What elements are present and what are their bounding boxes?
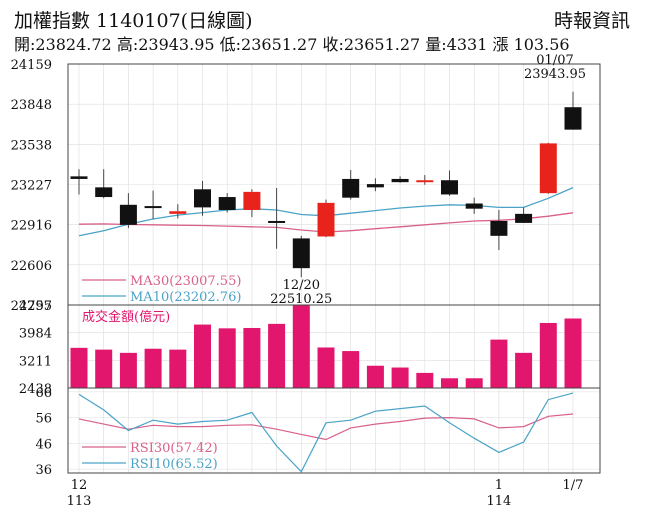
volume-bar [490, 339, 508, 388]
price-tick-label: 23848 [11, 98, 52, 113]
candle-body [292, 238, 310, 269]
pane-border [67, 387, 601, 474]
volume-tick-label: 2438 [19, 382, 52, 397]
candle-body [317, 202, 335, 237]
candle-body [465, 203, 483, 209]
rsi30-line [78, 413, 574, 441]
candle-body [268, 220, 286, 223]
rsi10-line [78, 392, 574, 473]
source-label: 時報資訊 [553, 10, 630, 32]
volume-bar [268, 323, 286, 388]
candle-body [218, 197, 236, 210]
rsi-tick-label: 36 [35, 463, 52, 478]
volume-bar [342, 351, 360, 388]
rsi-tick-label: 56 [35, 412, 52, 427]
volume-bar [391, 367, 409, 388]
volume-bar [292, 305, 310, 388]
candle-body [515, 213, 533, 223]
volume-bar [194, 324, 211, 388]
high-value-annotation: 23943.95 [524, 67, 586, 82]
volume-bar [119, 352, 137, 388]
volume-bar [515, 352, 533, 388]
candle-body [144, 206, 162, 209]
candle-body [243, 191, 261, 210]
price-tick-label: 24159 [11, 58, 52, 73]
x-tick-label: 12 [71, 478, 88, 493]
volume-bar [144, 348, 162, 388]
candle-body [539, 143, 557, 194]
ma10-legend-label: MA10(23202.76) [130, 290, 241, 305]
volume-bar [243, 327, 261, 388]
x-tick-label: 1 [495, 478, 503, 493]
volume-tick-label: 3984 [19, 327, 52, 342]
volume-bar [441, 378, 458, 388]
price-tick-label: 23538 [11, 138, 52, 153]
rsi10-legend-label: RSI10(65.52) [130, 457, 218, 472]
candle-body [416, 180, 434, 183]
price-stats: 開:23824.72 高:23943.95 低:23651.27 收:23651… [14, 35, 570, 54]
price-tick-label: 23227 [11, 179, 52, 194]
price-tick-label: 22606 [11, 259, 52, 274]
candle-body [391, 178, 409, 183]
volume-tick-label: 4757 [19, 299, 52, 314]
candle-body [564, 107, 582, 130]
candle-body [119, 204, 137, 225]
volume-bar [465, 378, 483, 388]
low-date-annotation: 12/20 [283, 278, 320, 293]
rsi-tick-label: 66 [35, 386, 52, 401]
volume-bar [317, 347, 335, 388]
ma30-legend-label: MA30(23007.55) [130, 274, 241, 289]
candle-body [366, 184, 384, 188]
candle-body [70, 176, 88, 179]
price-tick-label: 22295 [11, 299, 52, 314]
volume-tick-label: 3211 [19, 354, 52, 369]
candle-body [169, 211, 187, 214]
chart-title: 加權指數 1140107(日線圖) [14, 10, 253, 32]
high-date-annotation: 01/07 [536, 53, 573, 68]
low-value-annotation: 22510.25 [270, 292, 332, 307]
volume-bar [218, 328, 236, 388]
candle-body [441, 180, 458, 195]
volume-bar [95, 349, 113, 388]
volume-bar [564, 318, 582, 388]
volume-title: 成交金額(億元) [82, 309, 170, 325]
rsi-tick-label: 46 [35, 437, 52, 452]
x-tick-sublabel: 113 [67, 494, 92, 509]
candle-body [342, 178, 360, 198]
volume-bar [366, 365, 384, 388]
volume-bar [416, 372, 434, 388]
candle-body [194, 189, 211, 208]
volume-bar [70, 347, 88, 388]
x-tick-label: 1/7 [563, 478, 584, 493]
candle-body [490, 220, 508, 236]
price-tick-label: 22916 [11, 219, 52, 234]
candle-body [95, 187, 113, 198]
x-tick-sublabel: 114 [486, 494, 511, 509]
volume-bar [169, 349, 187, 388]
rsi30-legend-label: RSI30(57.42) [130, 441, 218, 456]
volume-bar [539, 322, 557, 388]
